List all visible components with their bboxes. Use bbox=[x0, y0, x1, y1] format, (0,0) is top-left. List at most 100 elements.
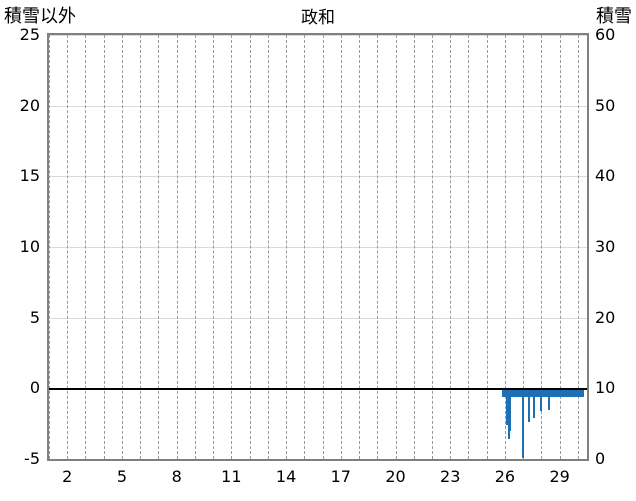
gridline-vertical bbox=[67, 35, 69, 459]
chart-title: 政和 bbox=[301, 8, 335, 28]
bar bbox=[505, 388, 508, 426]
x-tick: 29 bbox=[549, 467, 570, 486]
bar bbox=[562, 388, 565, 397]
plot-area bbox=[47, 33, 589, 461]
bar bbox=[514, 388, 517, 397]
x-tick: 17 bbox=[330, 467, 351, 486]
bar bbox=[575, 388, 578, 397]
y-tick-right: 50 bbox=[595, 95, 616, 115]
gridline-vertical bbox=[286, 35, 288, 459]
y-tick-right: 0 bbox=[595, 449, 606, 468]
y-tick-left: 5 bbox=[29, 307, 40, 327]
bar bbox=[558, 388, 561, 397]
bar bbox=[534, 388, 537, 397]
bar bbox=[554, 388, 557, 397]
bar bbox=[540, 388, 543, 411]
bar bbox=[549, 388, 552, 397]
bar bbox=[565, 388, 568, 397]
bar bbox=[553, 388, 556, 397]
gridline-horizontal bbox=[49, 247, 587, 248]
gridline-vertical bbox=[121, 35, 123, 459]
zero-axis-line bbox=[49, 388, 587, 391]
bar bbox=[518, 388, 521, 397]
bar bbox=[527, 388, 530, 423]
gridline-vertical bbox=[49, 35, 50, 459]
x-tick: 11 bbox=[221, 467, 242, 486]
bar bbox=[544, 388, 547, 397]
gridline-horizontal bbox=[49, 35, 587, 36]
y-tick-right: 30 bbox=[595, 237, 616, 256]
bar bbox=[567, 388, 570, 397]
gridline-vertical bbox=[377, 35, 379, 459]
gridline-vertical bbox=[468, 35, 470, 459]
bar bbox=[507, 388, 510, 440]
bar bbox=[571, 388, 574, 397]
bar bbox=[576, 388, 579, 397]
bar bbox=[560, 388, 563, 397]
x-tick: 20 bbox=[385, 467, 406, 486]
bar bbox=[542, 388, 545, 397]
gridline-vertical bbox=[359, 35, 361, 459]
gridline-vertical bbox=[340, 35, 342, 459]
gridline-vertical bbox=[577, 35, 579, 459]
gridline-vertical bbox=[140, 35, 142, 459]
gridline-vertical bbox=[213, 35, 215, 459]
gridline-vertical bbox=[158, 35, 160, 459]
bar bbox=[509, 388, 512, 431]
y-tick-left: -5 bbox=[24, 449, 40, 468]
bar bbox=[545, 388, 548, 397]
gridline-vertical bbox=[249, 35, 251, 459]
bar bbox=[564, 388, 567, 397]
bar bbox=[502, 388, 505, 397]
gridline-vertical bbox=[431, 35, 433, 459]
gridline-vertical bbox=[523, 35, 525, 459]
bar bbox=[525, 388, 528, 397]
gridline-vertical bbox=[450, 35, 452, 459]
bar bbox=[556, 388, 559, 397]
y-tick-left: 25 bbox=[19, 25, 40, 44]
bar bbox=[511, 388, 514, 397]
left-axis-label: 積雪以外 bbox=[4, 6, 76, 27]
bar bbox=[513, 388, 516, 397]
y-tick-right: 20 bbox=[595, 307, 616, 327]
y-tick-left: 15 bbox=[19, 166, 40, 186]
bar bbox=[582, 388, 585, 397]
bar bbox=[523, 388, 526, 397]
gridline-vertical bbox=[267, 35, 269, 459]
x-tick: 26 bbox=[494, 467, 516, 486]
bar bbox=[533, 388, 536, 418]
gridline-vertical bbox=[395, 35, 397, 459]
gridline-vertical bbox=[85, 35, 87, 459]
y-tick-right: 40 bbox=[595, 166, 616, 186]
y-tick-right: 10 bbox=[595, 378, 616, 398]
bar bbox=[573, 388, 576, 397]
y-tick-left: 0 bbox=[29, 378, 40, 398]
x-tick: 23 bbox=[440, 467, 461, 486]
bar bbox=[503, 388, 506, 397]
bar bbox=[522, 388, 525, 458]
gridline-vertical bbox=[103, 35, 105, 459]
bar bbox=[536, 388, 539, 397]
y-tick-left: 10 bbox=[19, 237, 40, 256]
right-axis-label: 積雪 bbox=[596, 6, 632, 27]
bar bbox=[580, 388, 583, 397]
y-tick-right: 60 bbox=[595, 25, 616, 44]
x-tick: 8 bbox=[171, 467, 182, 486]
bar bbox=[538, 388, 541, 397]
gridline-vertical bbox=[304, 35, 306, 459]
gridline-horizontal bbox=[49, 459, 587, 460]
gridline-vertical bbox=[176, 35, 178, 459]
bar bbox=[578, 388, 581, 397]
gridline-horizontal bbox=[49, 105, 587, 107]
gridline-vertical bbox=[559, 35, 561, 459]
y-tick-left: 20 bbox=[19, 95, 40, 115]
bar bbox=[547, 388, 550, 410]
x-tick: 5 bbox=[116, 467, 128, 486]
gridline-vertical bbox=[504, 35, 506, 459]
gridline-horizontal bbox=[49, 176, 587, 178]
bar bbox=[531, 388, 534, 397]
gridline-vertical bbox=[231, 35, 233, 459]
gridline-vertical bbox=[413, 35, 415, 459]
x-tick: 2 bbox=[62, 467, 73, 486]
